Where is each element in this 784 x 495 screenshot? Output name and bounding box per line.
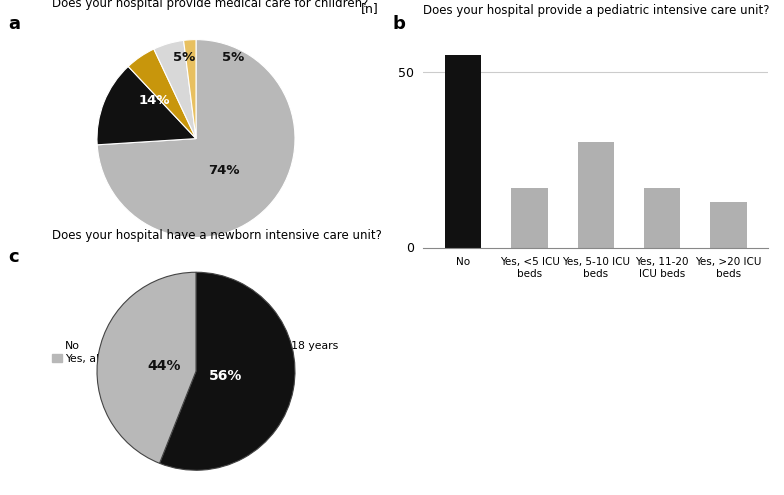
Text: [n]: [n] (361, 1, 379, 14)
Text: 5%: 5% (223, 51, 245, 64)
Text: 56%: 56% (209, 369, 242, 383)
Text: a: a (8, 15, 20, 33)
Wedge shape (97, 40, 295, 238)
Wedge shape (97, 272, 196, 463)
Wedge shape (183, 40, 196, 139)
Wedge shape (160, 272, 295, 470)
Text: Does your hospital provide a pediatric intensive care unit?: Does your hospital provide a pediatric i… (423, 4, 770, 17)
Text: 74%: 74% (208, 164, 239, 177)
Wedge shape (97, 66, 196, 145)
Bar (710, 202, 746, 248)
Text: b: b (392, 15, 405, 33)
Wedge shape (154, 41, 196, 139)
Wedge shape (129, 49, 196, 139)
Text: 5%: 5% (173, 51, 195, 64)
Text: 44%: 44% (147, 359, 181, 373)
Text: Does your hospital have a newborn intensive care unit?: Does your hospital have a newborn intens… (53, 229, 383, 242)
Bar (511, 188, 548, 248)
Text: c: c (8, 248, 19, 265)
Bar (644, 188, 681, 248)
Text: 14%: 14% (139, 95, 170, 107)
Text: Does your hospital provide medical care for children?: Does your hospital provide medical care … (53, 0, 368, 9)
Bar (445, 55, 481, 248)
Bar (578, 143, 614, 248)
Legend: No, Yes, all ages, Yes, 12-18 years, Yes, 8-18 years, Yes, 4-18 years: No, Yes, all ages, Yes, 12-18 years, Yes… (48, 337, 342, 368)
